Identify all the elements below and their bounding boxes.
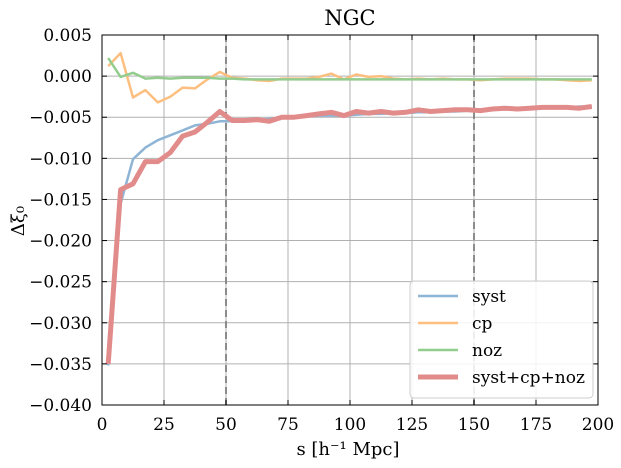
x-tick-label: 100 bbox=[334, 415, 366, 435]
tick-layer bbox=[101, 34, 599, 406]
y-axis-label: Δξ₀ bbox=[8, 206, 29, 236]
y-tick-label: −0.020 bbox=[29, 232, 92, 252]
y-tick-label: −0.010 bbox=[29, 149, 92, 169]
legend-box bbox=[409, 280, 594, 399]
series-line-syst-cp-noz bbox=[105, 104, 593, 365]
chart-title: NGC bbox=[324, 6, 375, 30]
x-tick-label: 75 bbox=[277, 415, 299, 435]
x-tick-label: 200 bbox=[582, 415, 614, 435]
legend-label: syst+cp+noz bbox=[472, 368, 585, 388]
y-tick-labels: 0.005 0.000 −0.005 −0.010 −0.015 −0.020 −0.025… bbox=[29, 26, 92, 416]
x-tick-label: 125 bbox=[396, 415, 428, 435]
series-line-noz bbox=[107, 57, 592, 81]
y-tick-label: 0.005 bbox=[43, 26, 92, 46]
y-tick-label: −0.025 bbox=[29, 273, 92, 293]
series-layer bbox=[105, 51, 593, 366]
x-tick-labels: 0 25 50 75 100 125 150 175 200 bbox=[97, 415, 615, 435]
x-tick-label: 50 bbox=[215, 415, 237, 435]
x-tick-label: 150 bbox=[458, 415, 490, 435]
legend-label: noz bbox=[472, 341, 502, 361]
legend: syst cp noz syst+cp+noz bbox=[409, 280, 594, 399]
legend-label: syst bbox=[472, 287, 506, 307]
y-tick-label: −0.035 bbox=[29, 355, 92, 375]
legend-label: cp bbox=[472, 314, 493, 334]
y-tick-label: −0.015 bbox=[29, 190, 92, 210]
y-tick-label: 0.000 bbox=[43, 67, 92, 87]
x-tick-label: 25 bbox=[153, 415, 175, 435]
x-axis-label: s [h⁻¹ Mpc] bbox=[296, 439, 399, 460]
x-tick-label: 175 bbox=[520, 415, 552, 435]
y-tick-label: −0.040 bbox=[29, 396, 92, 416]
x-tick-label: 0 bbox=[97, 415, 108, 435]
legend-items: syst cp noz syst+cp+noz bbox=[418, 287, 585, 388]
y-tick-label: −0.030 bbox=[29, 314, 92, 334]
y-tick-label: −0.005 bbox=[29, 108, 92, 128]
